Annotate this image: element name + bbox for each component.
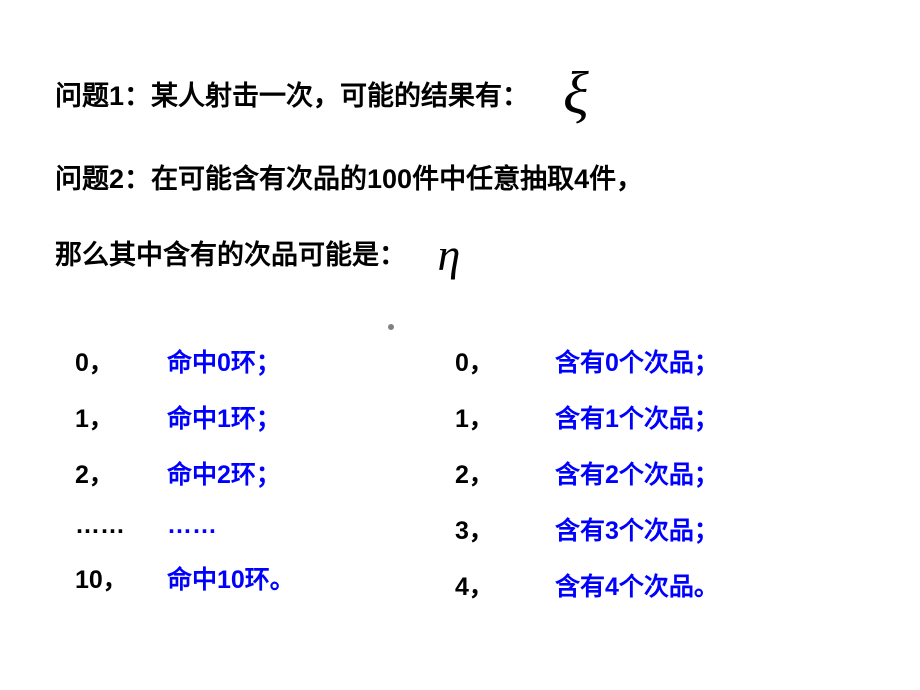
- item-desc: ……: [167, 511, 217, 540]
- columns-wrap: 0， 命中0环； 1， 命中1环； 2， 命中2环； …… …… 10， 命中1…: [55, 343, 865, 603]
- item-num: 3，: [455, 511, 555, 547]
- item-desc: 含有4个次品。: [555, 567, 719, 603]
- list-item: 1， 命中1环；: [75, 399, 435, 435]
- item-num: 1，: [75, 399, 167, 435]
- item-desc: 含有3个次品；: [555, 511, 719, 547]
- item-num: 0，: [75, 343, 167, 379]
- list-item: 2， 含有2个次品；: [455, 455, 865, 491]
- item-num: 4，: [455, 567, 555, 603]
- item-desc: 命中0环；: [167, 343, 281, 379]
- item-num: 1，: [455, 399, 555, 435]
- center-dot: [388, 324, 394, 330]
- item-desc: 命中1环；: [167, 399, 281, 435]
- question-2-line-1: 问题2：在可能含有次品的100件中任意抽取4件，: [55, 154, 865, 205]
- xi-symbol: ξ: [563, 36, 589, 150]
- item-desc: 含有0个次品；: [555, 343, 719, 379]
- right-column: 0， 含有0个次品； 1， 含有1个次品； 2， 含有2个次品； 3， 含有3个…: [435, 343, 865, 603]
- list-item: 0， 含有0个次品；: [455, 343, 865, 379]
- eta-symbol: η: [438, 211, 461, 298]
- list-item: …… ……: [75, 511, 435, 540]
- question-1-line: 问题1：某人射击一次，可能的结果有： ξ: [55, 40, 865, 154]
- list-item: 10， 命中10环。: [75, 560, 435, 596]
- item-desc: 命中10环。: [167, 560, 295, 596]
- left-column: 0， 命中0环； 1， 命中1环； 2， 命中2环； …… …… 10， 命中1…: [75, 343, 435, 603]
- list-item: 4， 含有4个次品。: [455, 567, 865, 603]
- item-desc: 命中2环；: [167, 455, 281, 491]
- item-num: 10，: [75, 560, 167, 596]
- item-num: 2，: [75, 455, 167, 491]
- list-item: 3， 含有3个次品；: [455, 511, 865, 547]
- item-num: 0，: [455, 343, 555, 379]
- item-desc: 含有1个次品；: [555, 399, 719, 435]
- list-item: 1， 含有1个次品；: [455, 399, 865, 435]
- question-2-text-2: 那么其中含有的次品可能是：: [55, 240, 406, 270]
- list-item: 0， 命中0环；: [75, 343, 435, 379]
- list-item: 2， 命中2环；: [75, 455, 435, 491]
- item-num: 2，: [455, 455, 555, 491]
- question-1-text: 问题1：某人射击一次，可能的结果有：: [55, 71, 529, 122]
- item-num: ……: [75, 511, 167, 540]
- question-2-line-2: 那么其中含有的次品可能是： η: [55, 205, 865, 292]
- item-desc: 含有2个次品；: [555, 455, 719, 491]
